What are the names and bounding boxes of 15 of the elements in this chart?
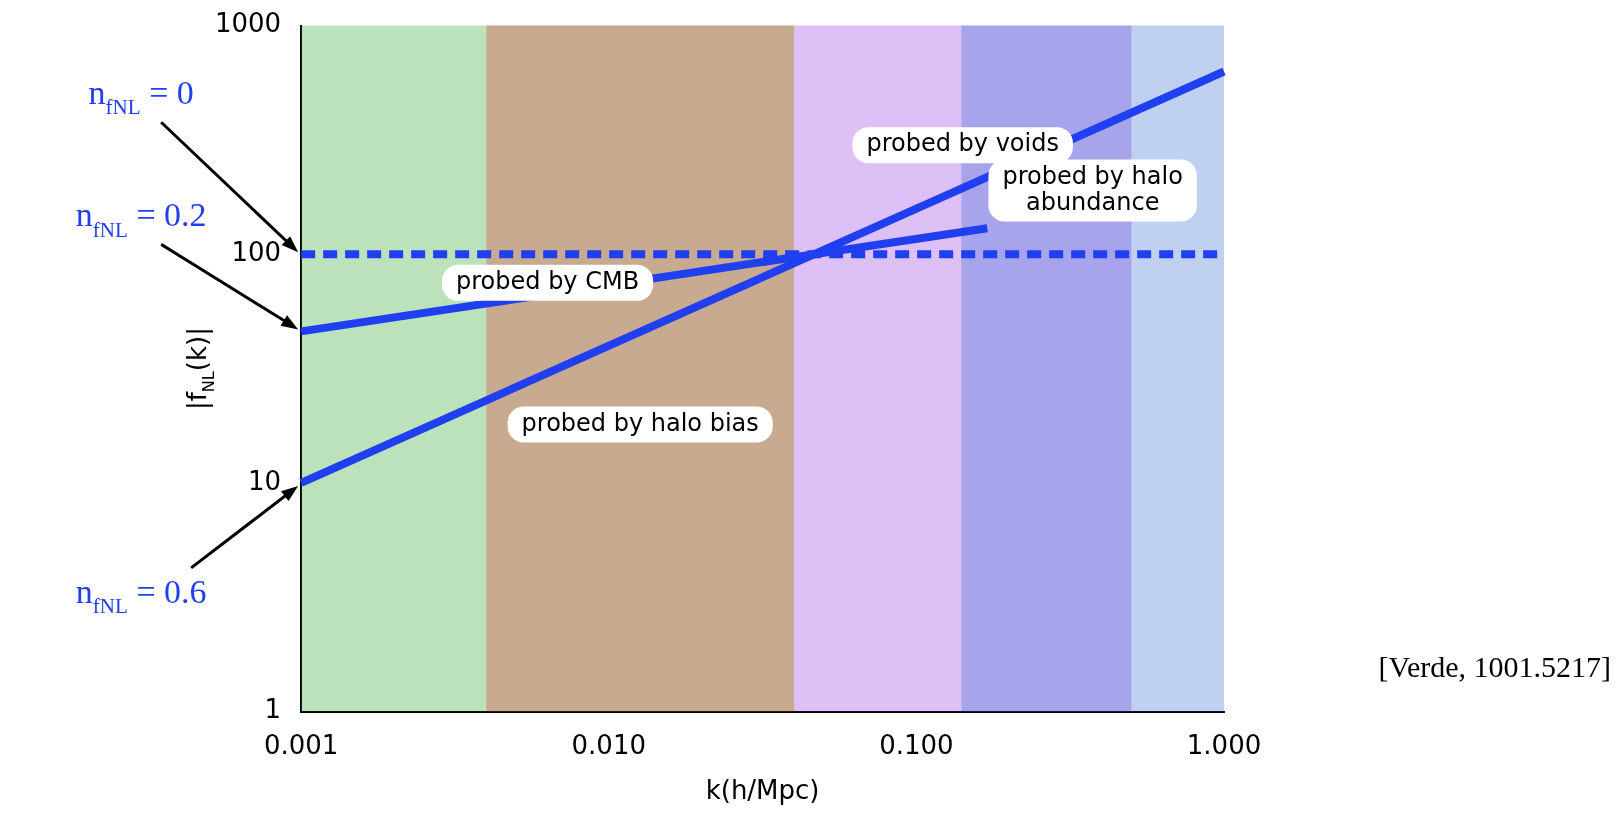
band-label: probed by voids	[866, 129, 1059, 158]
x-tick-label: 0.001	[263, 729, 339, 760]
y-tick-label: 100	[231, 237, 282, 268]
x-tick-label: 0.010	[571, 729, 646, 760]
band-label: probed by halo bias	[521, 408, 759, 437]
band-label: probed by CMB	[456, 267, 640, 296]
y-tick-label: 1000	[215, 8, 282, 39]
x-axis-title: k(h/Mpc)	[705, 775, 820, 806]
x-tick-label: 0.100	[879, 729, 954, 760]
band-label: probed by halo abundance	[1002, 161, 1183, 216]
y-tick-label: 10	[248, 465, 282, 496]
text: [Verde, 1001.5217]	[1378, 650, 1611, 684]
y-axis-title: |fNL(k)|	[182, 327, 218, 411]
y-tick-label: 1	[264, 694, 282, 725]
x-tick-label: 1.000	[1186, 729, 1262, 760]
